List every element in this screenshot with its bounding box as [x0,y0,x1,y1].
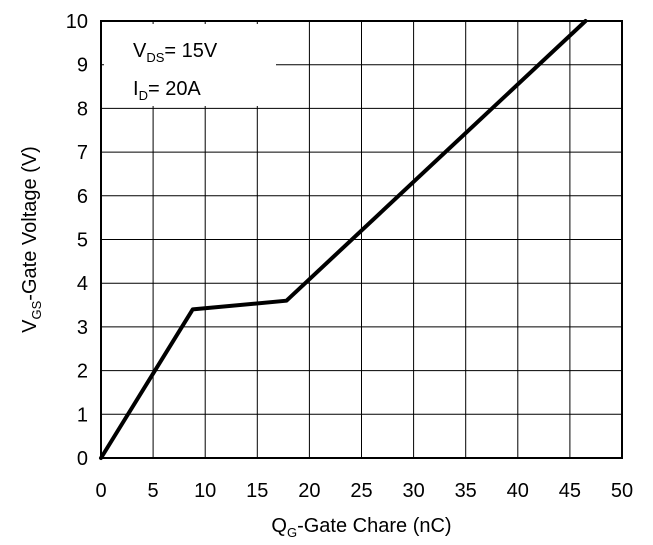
x-tick-label: 30 [402,480,424,502]
x-tick-label: 20 [298,480,320,502]
y-tick-label: 9 [77,55,88,77]
y-tick-label: 7 [77,142,88,164]
annotation-block: VDS= 15V ID= 20A [133,40,218,103]
x-tick-label: 35 [455,480,477,502]
x-tick-label: 40 [507,480,529,502]
y-tick-label: 5 [77,230,88,252]
plot-frame [100,20,623,459]
series-line [99,19,588,460]
x-tick-label: 25 [350,480,372,502]
y-tick-label: 3 [77,317,88,339]
x-tick-label: 5 [148,480,159,502]
y-tick-label: 4 [77,273,88,295]
y-tick-label: 2 [77,361,88,383]
id-annotation: ID= 20A [133,78,201,103]
x-tick-label: 0 [95,480,106,502]
x-axis-label: QG-Gate Chare (nC) [271,515,451,540]
y-tick-label: 6 [77,186,88,208]
vds-annotation: VDS= 15V [133,40,218,65]
y-tick-label: 0 [77,448,88,470]
annotation-box [104,24,276,106]
y-tick-label: 10 [66,11,88,33]
y-axis-label: VGS-Gate Voltage (V) [19,146,44,333]
x-tick-label: 15 [246,480,268,502]
series-layer [99,19,588,460]
y-tick-label: 8 [77,98,88,120]
x-tick-label: 10 [194,480,216,502]
x-tick-label: 45 [559,480,581,502]
x-tick-label: 50 [611,480,633,502]
y-tick-label: 1 [77,404,88,426]
